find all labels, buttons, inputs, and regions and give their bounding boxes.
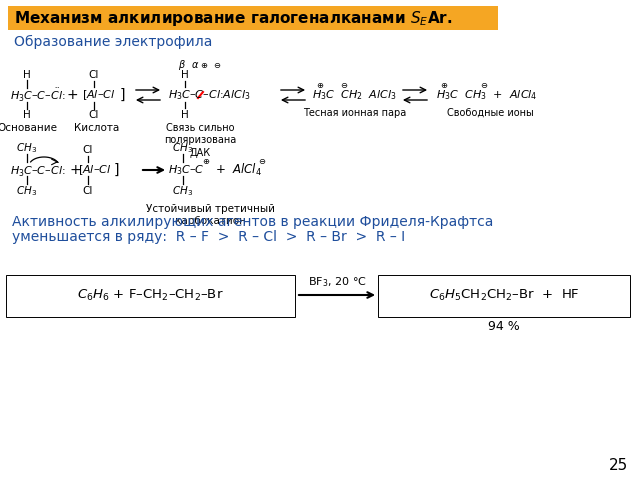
Text: Механизм алкилирование галогеналканами $S_E$Ar.: Механизм алкилирование галогеналканами $…: [14, 9, 452, 27]
FancyBboxPatch shape: [378, 275, 630, 317]
Text: $\alpha$: $\alpha$: [191, 60, 199, 70]
Text: $\ominus$: $\ominus$: [480, 81, 488, 89]
Text: Образование электрофила: Образование электрофила: [14, 35, 212, 49]
Text: $\ominus$: $\ominus$: [213, 60, 221, 70]
Text: +: +: [66, 88, 78, 102]
Text: Активность алкилирующих агентов в реакции Фриделя-Крафтса: Активность алкилирующих агентов в реакци…: [12, 215, 493, 229]
Text: $C_6H_5$CH$_2$CH$_2$–Br  +  HF: $C_6H_5$CH$_2$CH$_2$–Br + HF: [429, 288, 579, 302]
Text: H: H: [23, 70, 31, 80]
Text: 25: 25: [609, 458, 628, 473]
Text: $H_3C$–$C$–$\ddot{Cl}$:: $H_3C$–$C$–$\ddot{Cl}$:: [10, 86, 65, 104]
Text: Связь сильно
поляризована
ДАК: Связь сильно поляризована ДАК: [164, 123, 236, 158]
FancyBboxPatch shape: [8, 6, 498, 30]
Text: $\oplus$: $\oplus$: [440, 81, 448, 89]
Text: $CH_3$: $CH_3$: [17, 141, 38, 155]
Text: ]: ]: [113, 163, 119, 177]
Text: Основание: Основание: [0, 123, 57, 133]
Text: +: +: [69, 163, 81, 177]
FancyBboxPatch shape: [6, 275, 295, 317]
Text: $\ominus$: $\ominus$: [258, 157, 266, 167]
Text: H: H: [181, 110, 189, 120]
Text: $\oplus$: $\oplus$: [316, 81, 324, 89]
Text: +  $AlCl_4$: + $AlCl_4$: [215, 162, 262, 178]
Text: $CH_3$: $CH_3$: [172, 184, 193, 198]
Text: Cl: Cl: [89, 70, 99, 80]
Text: [$Al$–$Cl$: [$Al$–$Cl$: [78, 163, 111, 177]
Text: $\oplus$: $\oplus$: [202, 157, 211, 167]
Text: $H_3C$–$C$–$\ddot{Cl}$:: $H_3C$–$C$–$\ddot{Cl}$:: [10, 161, 65, 179]
Text: $CH_3$: $CH_3$: [17, 184, 38, 198]
Text: Свободные ионы: Свободные ионы: [447, 108, 533, 118]
Text: $CH_3$: $CH_3$: [172, 141, 193, 155]
Text: уменьшается в ряду:  R – F  >  R – Cl  >  R – Br  >  R – I: уменьшается в ряду: R – F > R – Cl > R –…: [12, 230, 405, 244]
Text: $H_3C$–$C$–$Cl$:$AlCl_3$: $H_3C$–$C$–$Cl$:$AlCl_3$: [168, 88, 251, 102]
Text: [$Al$–$Cl$: [$Al$–$Cl$: [82, 88, 115, 102]
Text: H: H: [181, 70, 189, 80]
Text: Cl: Cl: [83, 186, 93, 196]
Text: $\ominus$: $\ominus$: [340, 81, 348, 89]
Text: 94 %: 94 %: [488, 321, 520, 334]
Text: Cl: Cl: [89, 110, 99, 120]
Text: $C_6H_6$ + F–CH$_2$–CH$_2$–Br: $C_6H_6$ + F–CH$_2$–CH$_2$–Br: [77, 288, 223, 302]
Text: ]: ]: [119, 88, 125, 102]
Text: Устойчивый третичный
карбокатион: Устойчивый третичный карбокатион: [145, 204, 275, 227]
Text: H: H: [23, 110, 31, 120]
Text: $\oplus$: $\oplus$: [200, 60, 208, 70]
Text: Тесная ионная пара: Тесная ионная пара: [303, 108, 406, 118]
Text: Кислота: Кислота: [74, 123, 120, 133]
Text: Cl: Cl: [83, 145, 93, 155]
Text: $H_3C$–$C$: $H_3C$–$C$: [168, 163, 205, 177]
Text: BF$_3$, 20 °C: BF$_3$, 20 °C: [308, 275, 367, 289]
Text: $\beta$: $\beta$: [178, 58, 186, 72]
Text: $H_3C$  $CH_3$  +  $AlCl_4$: $H_3C$ $CH_3$ + $AlCl_4$: [436, 88, 538, 102]
Text: $H_3C$  $CH_2$  $AlCl_3$: $H_3C$ $CH_2$ $AlCl_3$: [312, 88, 397, 102]
